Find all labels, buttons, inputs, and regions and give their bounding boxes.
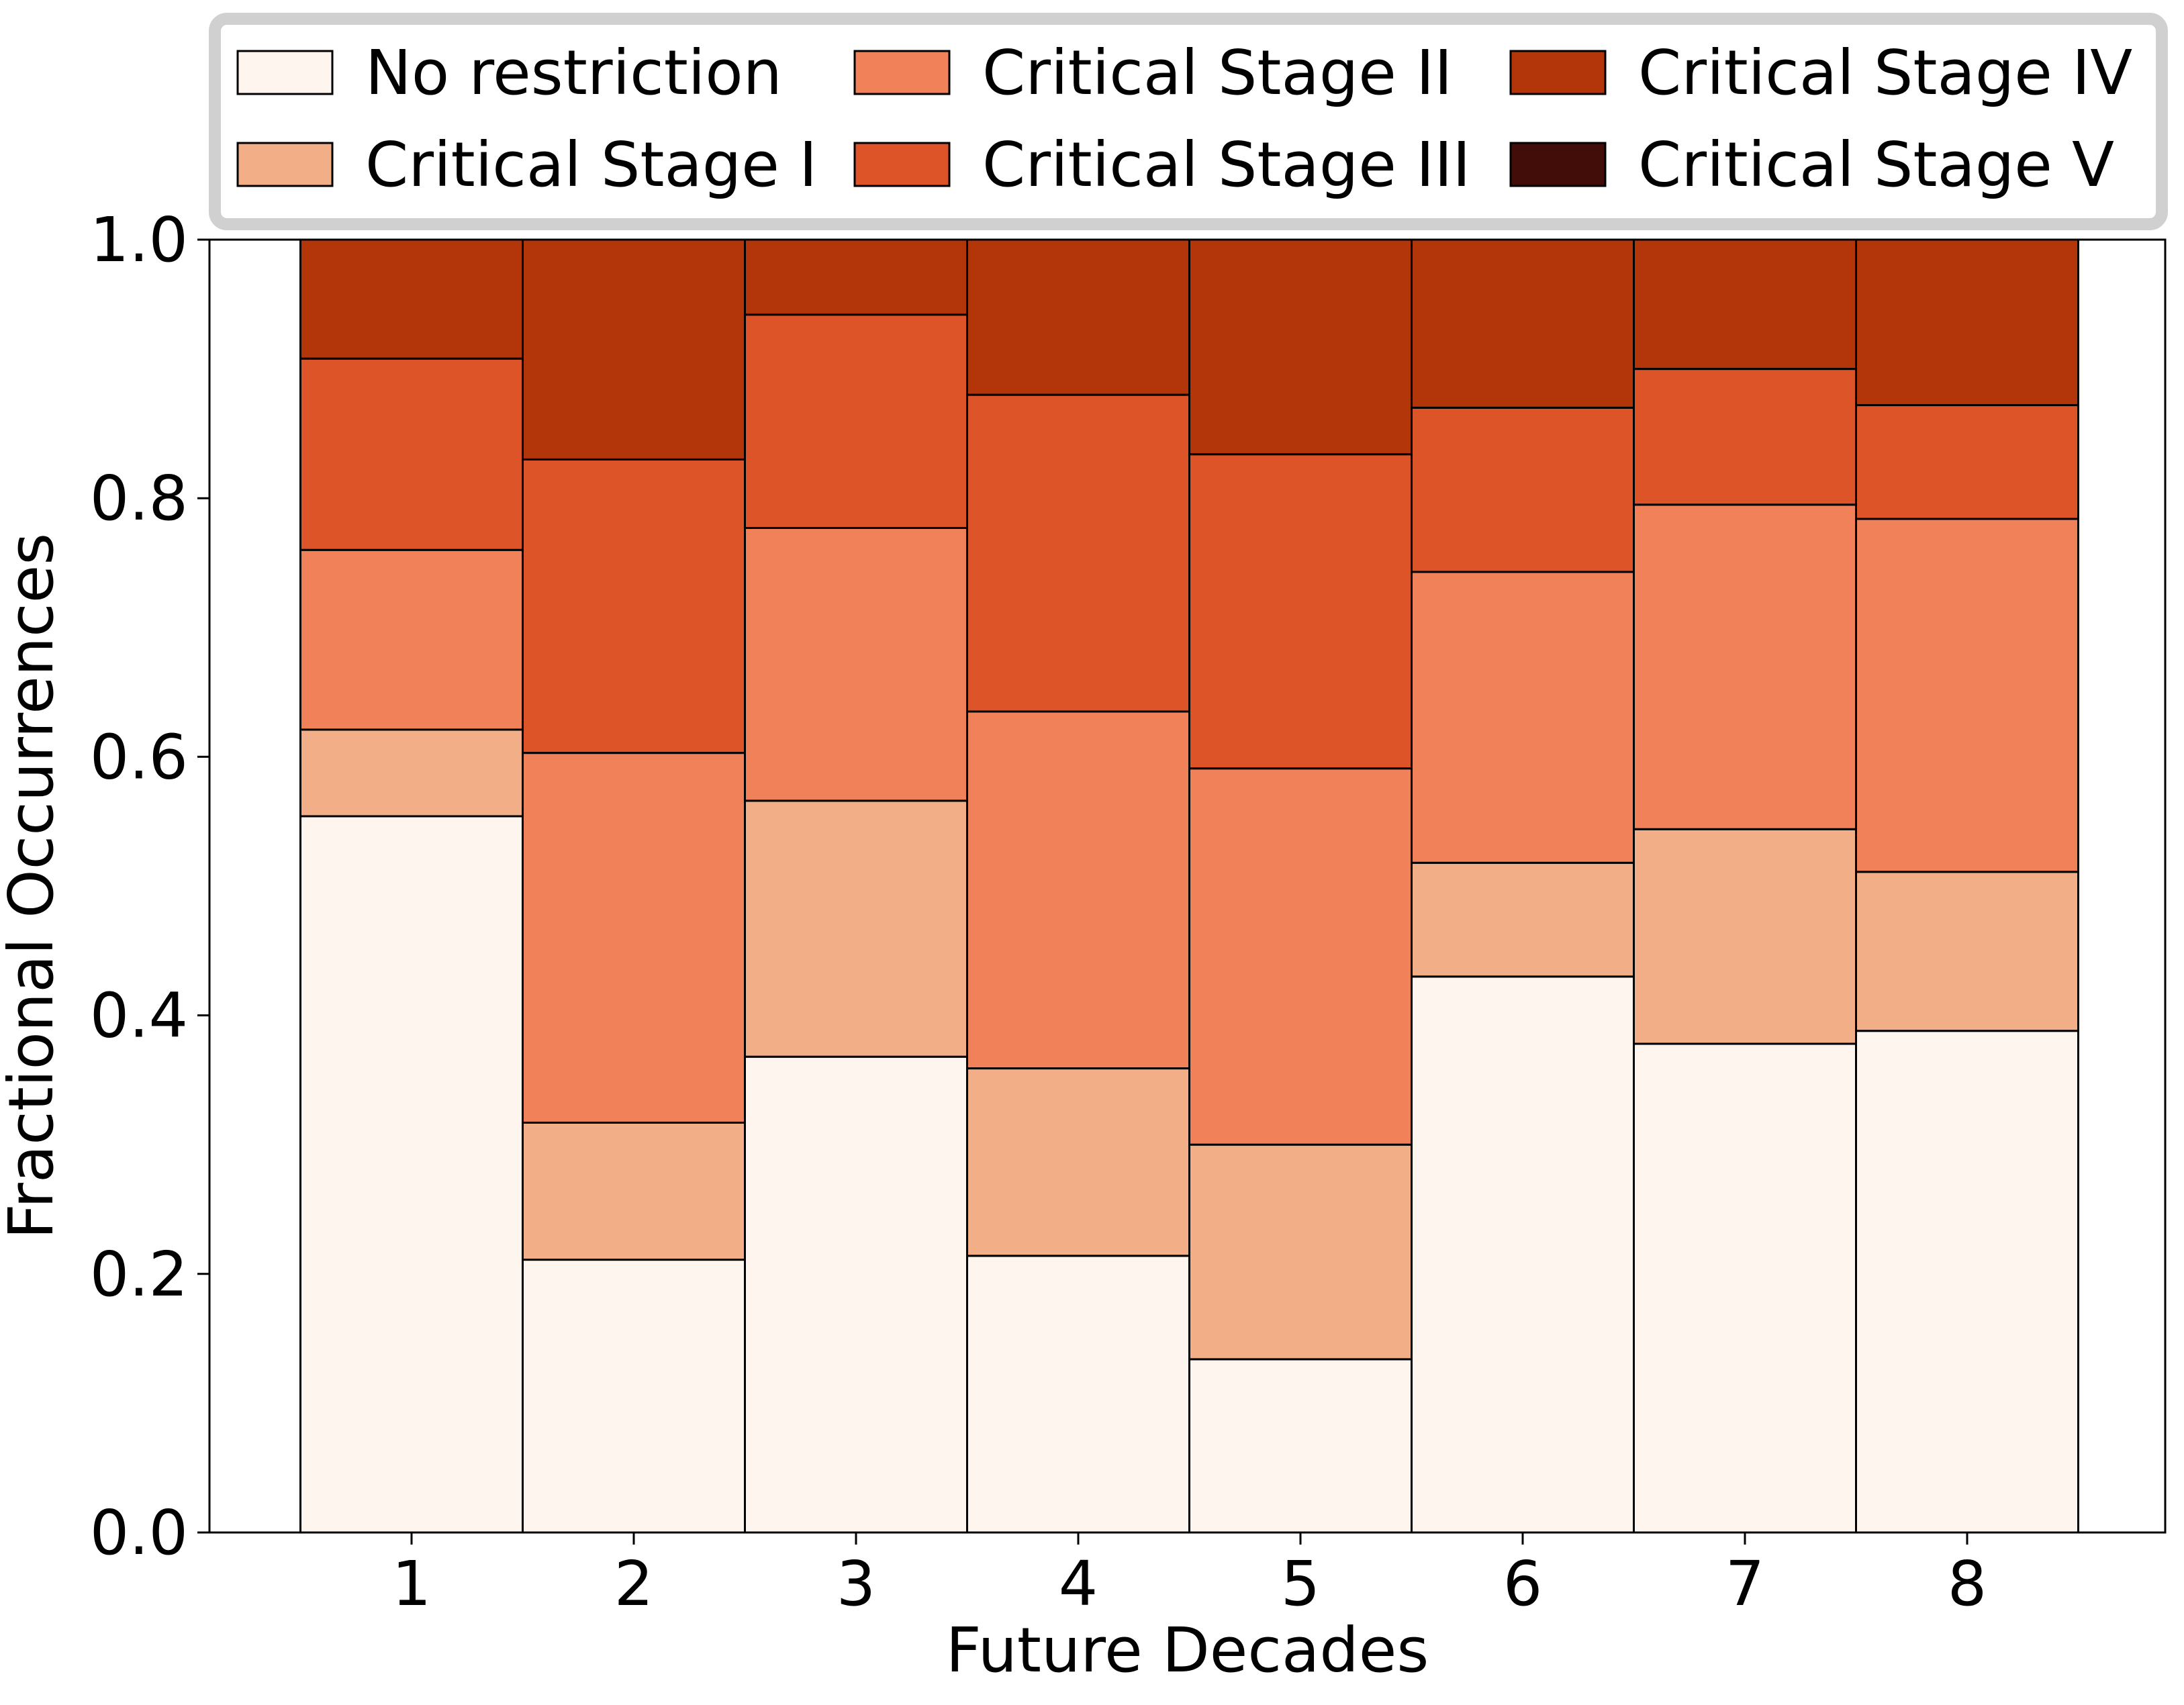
bar-segment-3-cat-4	[966, 393, 1190, 713]
legend: No restriction Critical Stage I Critical S…	[209, 13, 2168, 230]
bar-segment-4-cat-1	[299, 238, 524, 360]
legend-label: Critical Stage II	[982, 37, 1452, 109]
legend-label: Critical Stage V	[1638, 129, 2114, 201]
bar-segment-0-cat-1	[299, 815, 524, 1534]
x-tick-label: 8	[1948, 1548, 1987, 1620]
legend-swatch	[853, 50, 951, 95]
legend-swatch	[236, 50, 334, 95]
bar-segment-2-cat-8	[1855, 518, 2079, 873]
bar-segment-2-cat-4	[966, 710, 1190, 1070]
bar-segment-2-cat-7	[1633, 503, 1857, 830]
x-tick-label: 7	[1725, 1548, 1765, 1620]
legend-swatch	[236, 142, 334, 187]
bar-segment-1-cat-1	[299, 728, 524, 818]
y-tick-label: 0.0	[90, 1497, 188, 1569]
bar-segment-3-cat-3	[744, 313, 968, 529]
legend-swatch	[1509, 50, 1607, 95]
legend-swatch	[1509, 142, 1607, 187]
y-tick-label: 0.8	[90, 462, 188, 534]
bar-segment-0-cat-7	[1633, 1042, 1857, 1534]
y-axis-label: Fractional Occurrences	[0, 533, 67, 1239]
legend-label: Critical Stage IV	[1638, 37, 2132, 109]
bar-segment-2-cat-5	[1188, 767, 1413, 1146]
bar-segment-1-cat-8	[1855, 871, 2079, 1032]
bar-segment-1-cat-7	[1633, 828, 1857, 1045]
bar-segment-4-cat-8	[1855, 238, 2079, 407]
x-tick-label: 4	[1059, 1548, 1098, 1620]
y-tick-label: 0.4	[90, 980, 188, 1052]
y-tick-label: 1.0	[90, 204, 188, 276]
y-tick-label: 0.2	[90, 1238, 188, 1310]
bar-segment-4-cat-2	[522, 238, 746, 460]
x-tick-label: 1	[392, 1548, 432, 1620]
bar-segment-3-cat-5	[1188, 453, 1413, 770]
bar-segment-3-cat-2	[522, 458, 746, 754]
bar-segment-2-cat-3	[744, 526, 968, 802]
x-tick-label: 2	[614, 1548, 654, 1620]
bar-segment-3-cat-6	[1411, 406, 1635, 573]
bar-segment-1-cat-5	[1188, 1143, 1413, 1361]
bars-layer	[299, 238, 2079, 1534]
y-axis: 0.0 0.2 0.4 0.6 0.8 1.0	[90, 204, 209, 1569]
bar-segment-3-cat-7	[1633, 368, 1857, 506]
bar-segment-3-cat-8	[1855, 404, 2079, 520]
bar-segment-2-cat-6	[1411, 571, 1635, 864]
bar-segment-2-cat-1	[299, 548, 524, 731]
bar-segment-4-cat-4	[966, 238, 1190, 396]
legend-label: No restriction	[365, 37, 782, 109]
x-axis-label: Future Decades	[946, 1614, 1429, 1686]
bar-segment-0-cat-4	[966, 1255, 1190, 1534]
bar-segment-1-cat-2	[522, 1121, 746, 1261]
bar-segment-4-cat-7	[1633, 238, 1857, 371]
y-tick-label: 0.6	[90, 721, 188, 793]
bar-segment-1-cat-3	[744, 799, 968, 1058]
bar-segment-0-cat-2	[522, 1259, 746, 1534]
legend-box	[209, 13, 2168, 230]
legend-label: Critical Stage III	[982, 129, 1471, 201]
bar-segment-1-cat-4	[966, 1067, 1190, 1257]
legend-label: Critical Stage I	[365, 129, 817, 201]
x-tick-label: 5	[1281, 1548, 1321, 1620]
plot-frame	[208, 238, 2167, 1534]
bar-segment-4-cat-6	[1411, 238, 1635, 409]
bar-segment-3-cat-1	[299, 357, 524, 551]
bar-segment-2-cat-2	[522, 752, 746, 1124]
bar-segment-0-cat-5	[1188, 1358, 1413, 1534]
bar-segment-0-cat-8	[1855, 1030, 2079, 1534]
legend-swatch	[853, 142, 951, 187]
bar-segment-1-cat-6	[1411, 861, 1635, 978]
x-axis: 1 2 3 4 5 6 7 8	[392, 1532, 1987, 1620]
x-tick-label: 3	[837, 1548, 876, 1620]
x-tick-label: 6	[1503, 1548, 1543, 1620]
bar-segment-4-cat-3	[744, 238, 968, 316]
bar-segment-0-cat-3	[744, 1055, 968, 1534]
bar-segment-4-cat-5	[1188, 238, 1413, 456]
bar-segment-0-cat-6	[1411, 975, 1635, 1534]
